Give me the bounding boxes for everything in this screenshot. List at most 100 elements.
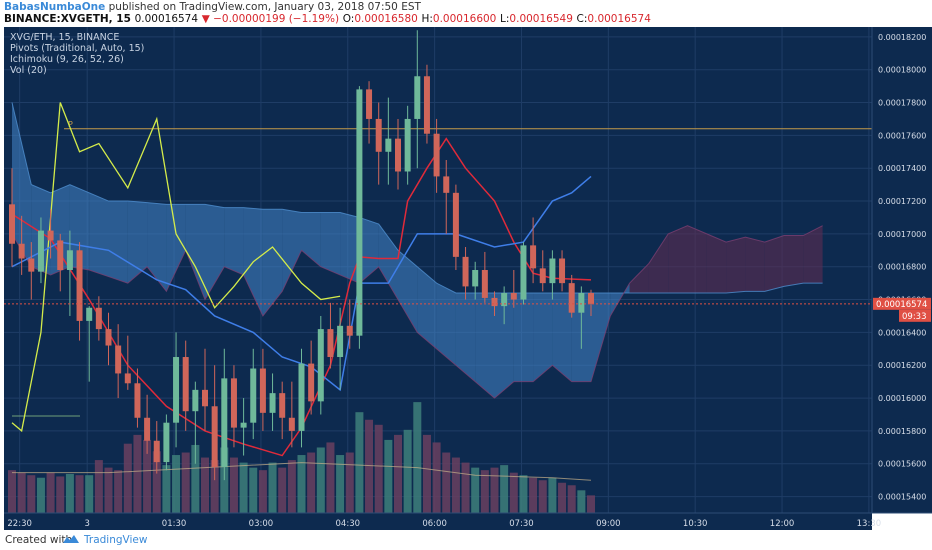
volume-bar <box>558 482 567 513</box>
x-tick-label: 22:30 <box>7 519 32 529</box>
candle-body <box>588 292 594 304</box>
y-tick-label: 0.00017400 <box>878 164 926 173</box>
candle-body <box>337 325 344 358</box>
volume-bar <box>500 465 509 513</box>
symbol: BINANCE:XVGETH, 15 <box>4 13 131 25</box>
volume-bar <box>36 477 45 513</box>
cloud-segment <box>706 233 727 293</box>
candle-body <box>395 138 401 172</box>
author-link[interactable]: BabasNumbaOne <box>4 1 106 13</box>
open-label: O: <box>342 13 355 25</box>
y-tick-label: 0.00016200 <box>878 361 926 370</box>
volume-bar <box>229 457 238 513</box>
candle-body <box>173 357 180 423</box>
cloud-segment <box>282 209 302 292</box>
x-tick-label: 04:30 <box>336 519 361 529</box>
candle-body <box>568 283 575 313</box>
y-tick-label: 0.00018000 <box>878 66 926 75</box>
candle-body <box>530 245 537 269</box>
candle-body <box>366 89 373 119</box>
y-axis-background[interactable] <box>872 27 932 513</box>
candle-body <box>240 422 247 428</box>
cloud-segment <box>629 263 649 293</box>
low-label: L: <box>500 13 510 25</box>
candle-body <box>578 292 585 313</box>
candle-body <box>481 270 488 298</box>
cloud-segment <box>262 209 283 316</box>
chart-area[interactable]: P XVG/ETH, 15, BINANCE Pivots (Tradition… <box>0 27 932 530</box>
y-tick-label: 0.00017600 <box>878 131 926 140</box>
tradingview-logo-icon[interactable] <box>62 534 80 547</box>
cloud-segment <box>668 225 688 293</box>
candle-body <box>153 440 160 463</box>
candle-body <box>221 378 228 468</box>
published-text: published on TradingView.com, January 03… <box>108 1 421 13</box>
candle-body <box>491 297 498 307</box>
cloud-segment <box>378 224 398 300</box>
volume-bar <box>210 460 219 513</box>
legend: XVG/ETH, 15, BINANCE Pivots (Traditional… <box>10 32 144 76</box>
cloud-segment <box>127 201 148 284</box>
candle-body <box>433 133 440 177</box>
candle-body <box>385 138 392 152</box>
volume-bar <box>422 434 431 513</box>
legend-pivots[interactable]: Pivots (Traditional, Auto, 15) <box>10 43 144 54</box>
volume-bar <box>162 465 171 513</box>
volume-bar <box>17 472 26 513</box>
cloud-segment <box>359 217 379 284</box>
cloud-segment <box>513 292 534 382</box>
y-tick-label: 0.00015400 <box>878 493 926 502</box>
volume-bar <box>509 472 518 513</box>
close-label: C: <box>576 13 588 25</box>
candle-body <box>443 176 450 193</box>
volume-bar <box>152 451 161 513</box>
y-tick-label: 0.00016000 <box>878 394 926 403</box>
volume-bar <box>143 439 152 513</box>
low-value: 0.00016549 <box>509 13 573 25</box>
volume-bar <box>432 442 441 513</box>
price-tag-background <box>873 297 931 310</box>
candle-body <box>520 245 527 300</box>
price-tag-value: 0.00016574 <box>876 300 927 310</box>
cloud-segment <box>745 237 765 292</box>
candle-body <box>124 373 131 384</box>
candle-body <box>182 357 189 412</box>
y-tick-label: 0.00015800 <box>878 427 926 436</box>
candle-body <box>423 76 430 134</box>
candle-body <box>230 378 237 428</box>
candlestick-chart[interactable]: P XVG/ETH, 15, BINANCE Pivots (Tradition… <box>0 27 932 530</box>
volume-bar <box>345 452 354 513</box>
volume-bar <box>451 457 460 513</box>
symbol-line: BINANCE:XVGETH, 15 0.00016574 ▼ −0.00000… <box>4 13 651 26</box>
price-change: ▼ −0.00000199 (−1.19%) <box>201 13 340 25</box>
volume-bar <box>258 470 267 513</box>
legend-ichimoku[interactable]: Ichimoku (9, 26, 52, 26) <box>10 54 124 65</box>
volume-bar <box>326 442 335 513</box>
cloud-segment <box>494 292 514 399</box>
x-tick-label: 06:00 <box>422 519 447 529</box>
cloud-segment <box>475 292 495 399</box>
x-tick-label: 07:30 <box>509 519 534 529</box>
candle-body <box>259 368 266 413</box>
cloud-segment <box>764 235 784 292</box>
senkou-span-a <box>11 102 823 294</box>
y-tick-label: 0.00015600 <box>878 460 926 469</box>
cloud-segment <box>320 212 341 275</box>
x-axis-background[interactable] <box>4 513 872 530</box>
volume-bar <box>480 470 489 513</box>
volume-bar <box>278 467 287 513</box>
candle-body <box>317 329 324 402</box>
tradingview-brand[interactable]: TradingView <box>84 534 148 546</box>
volume-bar <box>94 460 103 513</box>
legend-volume[interactable]: Vol (20) <box>10 65 47 76</box>
x-tick-label: 12:00 <box>770 519 795 529</box>
volume-bar <box>529 477 538 513</box>
volume-bar <box>123 443 132 513</box>
x-tick-label: 13:30 <box>857 519 882 529</box>
candle-body <box>452 192 459 257</box>
cloud-segment <box>648 233 669 293</box>
candle-body <box>115 345 122 374</box>
cloud-segment <box>224 207 244 275</box>
y-tick-label: 0.00016800 <box>878 263 926 272</box>
volume-bar <box>394 434 402 513</box>
